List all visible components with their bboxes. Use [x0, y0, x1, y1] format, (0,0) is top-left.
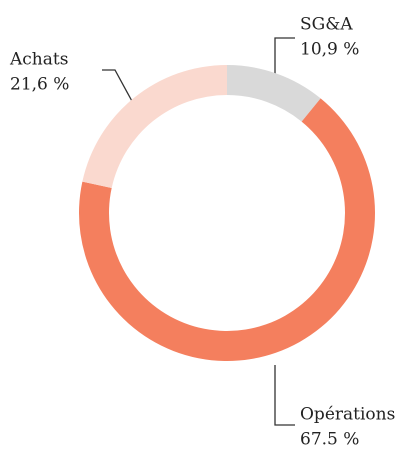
leader-line [274, 37, 295, 80]
leader-line [102, 69, 134, 104]
segment-label: Achats [9, 50, 68, 70]
segment-label: Opérations [300, 405, 395, 425]
segment-value-label: 10,9 % [300, 40, 359, 60]
leader-line [274, 365, 295, 426]
segment-value-label: 21,6 % [10, 75, 69, 95]
donut-segment [227, 65, 321, 122]
segment-value-label: 67.5 % [300, 430, 359, 450]
donut-segment [82, 65, 227, 188]
segment-label: SG&A [300, 15, 353, 35]
donut-segment [79, 98, 375, 362]
